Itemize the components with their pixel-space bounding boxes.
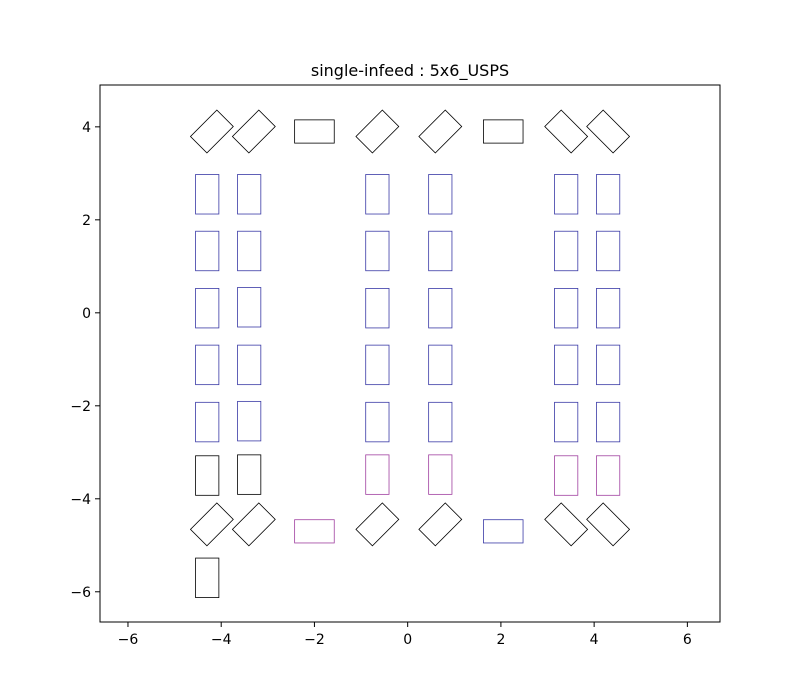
tote-rect-19 [596, 230, 621, 272]
tote-rect-37 [596, 401, 621, 443]
tote-rect-3 [355, 109, 400, 154]
tote-rect-27 [237, 344, 262, 386]
tote-rect-47 [355, 502, 400, 547]
x-tick-label: −2 [304, 632, 325, 648]
tote-rect-5 [483, 119, 524, 144]
tote-rect-41 [428, 454, 453, 495]
x-tick-label: 4 [590, 632, 599, 648]
tote-rect-16 [365, 230, 390, 272]
tote-rect-13 [596, 174, 621, 215]
tote-rect-33 [237, 400, 262, 442]
tote-rect-0 [189, 109, 234, 154]
tote-rect-48 [418, 502, 463, 547]
y-axis: −6 −4 −2 0 2 4 [70, 120, 100, 601]
tote-rect-15 [237, 230, 262, 272]
tote-rect-52 [195, 557, 220, 598]
x-tick-label: −4 [211, 632, 232, 648]
tote-rect-45 [231, 502, 276, 547]
tote-rect-42 [554, 455, 579, 496]
chart-marks [189, 109, 631, 598]
tote-rect-21 [237, 287, 262, 328]
tote-rect-28 [365, 344, 390, 386]
tote-rect-49 [483, 519, 524, 544]
y-tick-label: 2 [82, 213, 91, 229]
tote-rect-46 [294, 519, 335, 544]
x-tick-label: 0 [403, 632, 412, 648]
tote-rect-35 [428, 401, 453, 443]
x-tick-label: 2 [496, 632, 505, 648]
chart-title: single-infeed : 5x6_USPS [311, 61, 509, 81]
tote-rect-17 [428, 230, 453, 272]
tote-rect-39 [237, 454, 262, 495]
tote-rect-10 [365, 174, 390, 215]
tote-rect-29 [428, 344, 453, 386]
tote-rect-43 [596, 455, 621, 496]
tote-rect-30 [554, 344, 579, 386]
tote-rect-6 [544, 109, 589, 154]
tote-rect-34 [365, 401, 390, 443]
tote-rect-25 [596, 288, 621, 329]
tote-rect-11 [428, 174, 453, 215]
y-tick-label: 0 [82, 306, 91, 322]
tote-rect-22 [365, 288, 390, 329]
y-tick-label: −6 [70, 585, 91, 601]
x-tick-label: −6 [118, 632, 139, 648]
tote-rect-12 [554, 174, 579, 215]
x-tick-label: 6 [683, 632, 692, 648]
tote-rect-20 [195, 288, 220, 329]
tote-rect-2 [294, 119, 335, 144]
tote-rect-40 [365, 454, 390, 495]
tote-rect-50 [544, 502, 589, 547]
tote-rect-44 [189, 502, 234, 547]
tote-rect-23 [428, 288, 453, 329]
tote-rect-38 [195, 455, 220, 496]
tote-rect-18 [554, 230, 579, 272]
y-tick-label: −2 [70, 399, 91, 415]
tote-rect-36 [554, 401, 579, 443]
plot-area-frame [99, 84, 721, 623]
y-tick-label: −4 [70, 492, 91, 508]
tote-rect-9 [237, 174, 262, 215]
tote-rect-4 [418, 109, 463, 154]
x-axis: −6 −4 −2 0 2 4 6 [118, 622, 692, 648]
tote-rect-14 [195, 230, 220, 272]
tote-rect-32 [195, 401, 220, 443]
tote-rect-1 [231, 109, 276, 154]
tote-rect-7 [586, 109, 631, 154]
tote-rect-26 [195, 344, 220, 386]
tote-rect-51 [586, 502, 631, 547]
tote-rect-31 [596, 344, 621, 386]
tote-rect-24 [554, 288, 579, 329]
tote-rect-8 [195, 174, 220, 215]
y-tick-label: 4 [82, 120, 91, 136]
